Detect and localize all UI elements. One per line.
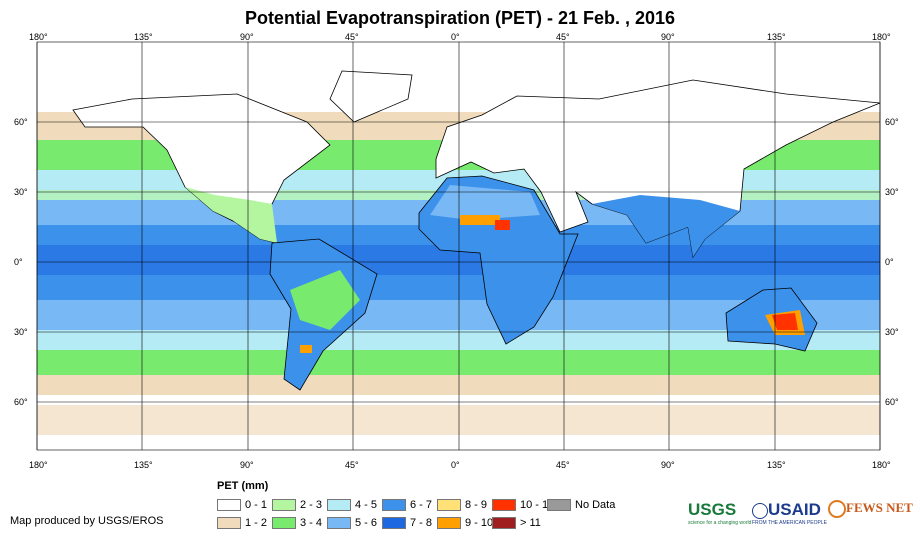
legend-swatch bbox=[382, 517, 406, 529]
legend-label: 6 - 7 bbox=[410, 499, 433, 511]
legend-item: > 11 bbox=[492, 517, 541, 529]
lon-label: 45° bbox=[556, 32, 570, 42]
lat-label: 60° bbox=[14, 117, 28, 127]
legend-item: 9 - 10 bbox=[437, 517, 493, 529]
map-title: Potential Evapotranspiration (PET) - 21 … bbox=[244, 8, 676, 28]
legend-item: 2 - 3 bbox=[272, 499, 322, 511]
legend-swatch bbox=[492, 517, 516, 529]
lat-label: 30° bbox=[885, 327, 899, 337]
legend-swatch bbox=[327, 517, 351, 529]
lat-label: 0° bbox=[885, 257, 894, 267]
legend-swatch bbox=[272, 499, 296, 511]
legend-label: 7 - 8 bbox=[410, 517, 433, 529]
legend-item: 7 - 8 bbox=[382, 517, 432, 529]
legend-item: 0 - 1 bbox=[217, 499, 267, 511]
lat-label: 60° bbox=[14, 397, 28, 407]
legend-label: 3 - 4 bbox=[300, 517, 323, 529]
usaid-seal-icon bbox=[752, 502, 768, 519]
lon-label: 180° bbox=[29, 32, 48, 42]
usaid-logo: USAID FROM THE AMERICAN PEOPLE bbox=[752, 500, 827, 526]
legend-label: > 11 bbox=[520, 517, 541, 529]
legend-item: No Data bbox=[547, 499, 615, 511]
fews-net-logo: FEWS NET bbox=[828, 500, 913, 519]
legend-item: 3 - 4 bbox=[272, 517, 322, 529]
lon-label: 180° bbox=[29, 460, 48, 470]
legend-label: 8 - 9 bbox=[465, 499, 488, 511]
legend-swatch bbox=[327, 499, 351, 511]
lon-label: 90° bbox=[240, 460, 254, 470]
lon-label: 45° bbox=[345, 460, 359, 470]
legend-swatch bbox=[547, 499, 571, 511]
legend-label: 5 - 6 bbox=[355, 517, 378, 529]
legend-item: 5 - 6 bbox=[327, 517, 377, 529]
lon-label: 45° bbox=[556, 460, 570, 470]
lon-label: 135° bbox=[134, 460, 153, 470]
lon-label: 180° bbox=[872, 460, 891, 470]
legend-label: 2 - 3 bbox=[300, 499, 323, 511]
legend-swatch bbox=[437, 499, 461, 511]
lat-label: 60° bbox=[885, 397, 899, 407]
lon-label: 0° bbox=[451, 460, 460, 470]
legend-label: No Data bbox=[575, 499, 616, 511]
legend-title: PET (mm) bbox=[217, 480, 269, 492]
legend-item: 1 - 2 bbox=[217, 517, 267, 529]
lon-label: 90° bbox=[661, 460, 675, 470]
lon-label: 135° bbox=[767, 460, 786, 470]
greenland bbox=[329, 70, 413, 123]
globe-icon bbox=[828, 500, 846, 519]
legend-item: 10 - 11 bbox=[492, 499, 553, 511]
legend-swatch bbox=[382, 499, 406, 511]
legend-swatch bbox=[217, 499, 241, 511]
lon-label: 90° bbox=[661, 32, 675, 42]
legend-swatch bbox=[492, 499, 516, 511]
lat-label: 0° bbox=[14, 257, 23, 267]
lon-label: 45° bbox=[345, 32, 359, 42]
legend-label: 9 - 10 bbox=[465, 517, 494, 529]
graticule bbox=[36, 41, 881, 451]
lon-label: 135° bbox=[767, 32, 786, 42]
legend-swatch bbox=[217, 517, 241, 529]
legend-label: 4 - 5 bbox=[355, 499, 378, 511]
legend-label: 1 - 2 bbox=[245, 517, 268, 529]
lat-label: 30° bbox=[14, 187, 28, 197]
lat-label: 60° bbox=[885, 117, 899, 127]
lon-label: 0° bbox=[451, 32, 460, 42]
credit-text: Map produced by USGS/EROS bbox=[10, 515, 164, 527]
lon-label: 90° bbox=[240, 32, 254, 42]
legend-item: 6 - 7 bbox=[382, 499, 432, 511]
lon-label: 135° bbox=[134, 32, 153, 42]
lat-label: 30° bbox=[885, 187, 899, 197]
legend-swatch bbox=[437, 517, 461, 529]
legend-swatch bbox=[272, 517, 296, 529]
usgs-logo: USGS science for a changing world bbox=[688, 500, 752, 526]
lat-label: 30° bbox=[14, 327, 28, 337]
legend-label: 10 - 11 bbox=[520, 499, 554, 511]
legend-item: 4 - 5 bbox=[327, 499, 377, 511]
lon-label: 180° bbox=[872, 32, 891, 42]
legend-label: 0 - 1 bbox=[245, 499, 268, 511]
legend-item: 8 - 9 bbox=[437, 499, 487, 511]
